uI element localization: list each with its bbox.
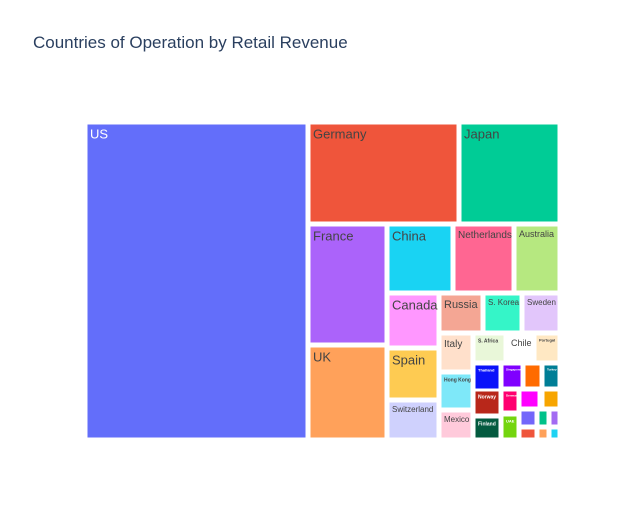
treemap-tile-denmark[interactable] — [502, 390, 518, 412]
treemap-tile-thailand[interactable] — [474, 364, 500, 390]
treemap-label-sweden: Sweden — [527, 298, 556, 307]
treemap-tile-netherlands[interactable] — [454, 225, 513, 292]
treemap-tile-switzerland[interactable] — [388, 401, 438, 439]
treemap-tile-tile-36[interactable] — [550, 428, 559, 439]
treemap-label-france: France — [313, 229, 353, 244]
treemap-tile-tile-31[interactable] — [520, 410, 536, 426]
treemap-label-china: China — [392, 229, 427, 244]
treemap-label-germany: Germany — [313, 127, 367, 142]
treemap-label-australia: Australia — [519, 229, 554, 239]
treemap-tile-s-africa[interactable] — [474, 334, 505, 362]
treemap-tile-sweden[interactable] — [523, 294, 559, 332]
treemap-label-netherlands: Netherlands — [458, 230, 512, 241]
treemap-label-uae: UAE — [506, 419, 515, 424]
treemap-label-hong-kong: Hong Kong — [444, 378, 471, 384]
treemap-tile-tile-34[interactable] — [520, 428, 536, 439]
treemap-tile-china[interactable] — [388, 225, 452, 292]
treemap-tile-chile[interactable] — [507, 334, 533, 362]
treemap-tile-australia[interactable] — [515, 225, 559, 292]
treemap-label-chile: Chile — [511, 338, 532, 348]
treemap-tile-hong-kong[interactable] — [440, 373, 472, 409]
treemap-tile-italy[interactable] — [440, 334, 472, 371]
treemap-tile-turkey[interactable] — [543, 364, 559, 388]
treemap-tile-uk[interactable] — [309, 346, 386, 439]
treemap-tile-norway[interactable] — [474, 390, 500, 415]
treemap-tile-tile-28[interactable] — [543, 390, 559, 408]
treemap-label-japan: Japan — [464, 127, 499, 142]
treemap-tile-tile-27[interactable] — [520, 390, 539, 408]
treemap-label-canada: Canada — [392, 298, 438, 313]
treemap-label-singapore: Singapore — [506, 368, 521, 372]
treemap-tile-us[interactable] — [86, 123, 307, 439]
treemap-label-italy: Italy — [444, 339, 462, 350]
treemap-label-turkey: Turkey — [547, 368, 557, 372]
treemap-tile-portugal[interactable] — [535, 334, 559, 362]
treemap-label-s-korea: S. Korea — [488, 298, 520, 307]
treemap-tile-russia[interactable] — [440, 294, 482, 332]
treemap-tile-tile-22[interactable] — [524, 364, 541, 388]
treemap-label-s-africa: S. Africa — [478, 339, 498, 345]
treemap-tile-germany[interactable] — [309, 123, 458, 223]
treemap-label-us: US — [90, 127, 108, 142]
treemap-tile-tile-33[interactable] — [550, 410, 559, 426]
treemap-tile-france[interactable] — [309, 225, 386, 344]
treemap-tile-japan[interactable] — [460, 123, 559, 223]
treemap-tile-uae[interactable] — [502, 415, 518, 439]
treemap-label-denmark: Denmark — [506, 394, 519, 398]
treemap-label-portugal: Portugal — [539, 338, 555, 343]
treemap-label-uk: UK — [313, 350, 331, 365]
treemap-tile-mexico[interactable] — [440, 411, 472, 439]
treemap-tile-spain[interactable] — [388, 349, 438, 399]
treemap-label-thailand: Thailand — [478, 368, 495, 373]
treemap-label-norway: Norway — [478, 395, 496, 401]
treemap-tile-canada[interactable] — [388, 294, 438, 347]
treemap-label-mexico: Mexico — [444, 415, 470, 424]
treemap-label-finland: Finland — [478, 422, 496, 428]
treemap-label-spain: Spain — [392, 353, 425, 368]
treemap-tile-tile-35[interactable] — [538, 428, 548, 439]
treemap-tile-singapore[interactable] — [502, 364, 522, 388]
treemap-label-switzerland: Switzerland — [392, 405, 433, 414]
treemap-tile-tile-32[interactable] — [538, 410, 548, 426]
chart-title: Countries of Operation by Retail Revenue — [33, 33, 348, 52]
treemap-label-russia: Russia — [444, 299, 479, 311]
treemap-tile-finland[interactable] — [474, 417, 500, 439]
treemap-tile-s-korea[interactable] — [484, 294, 521, 332]
